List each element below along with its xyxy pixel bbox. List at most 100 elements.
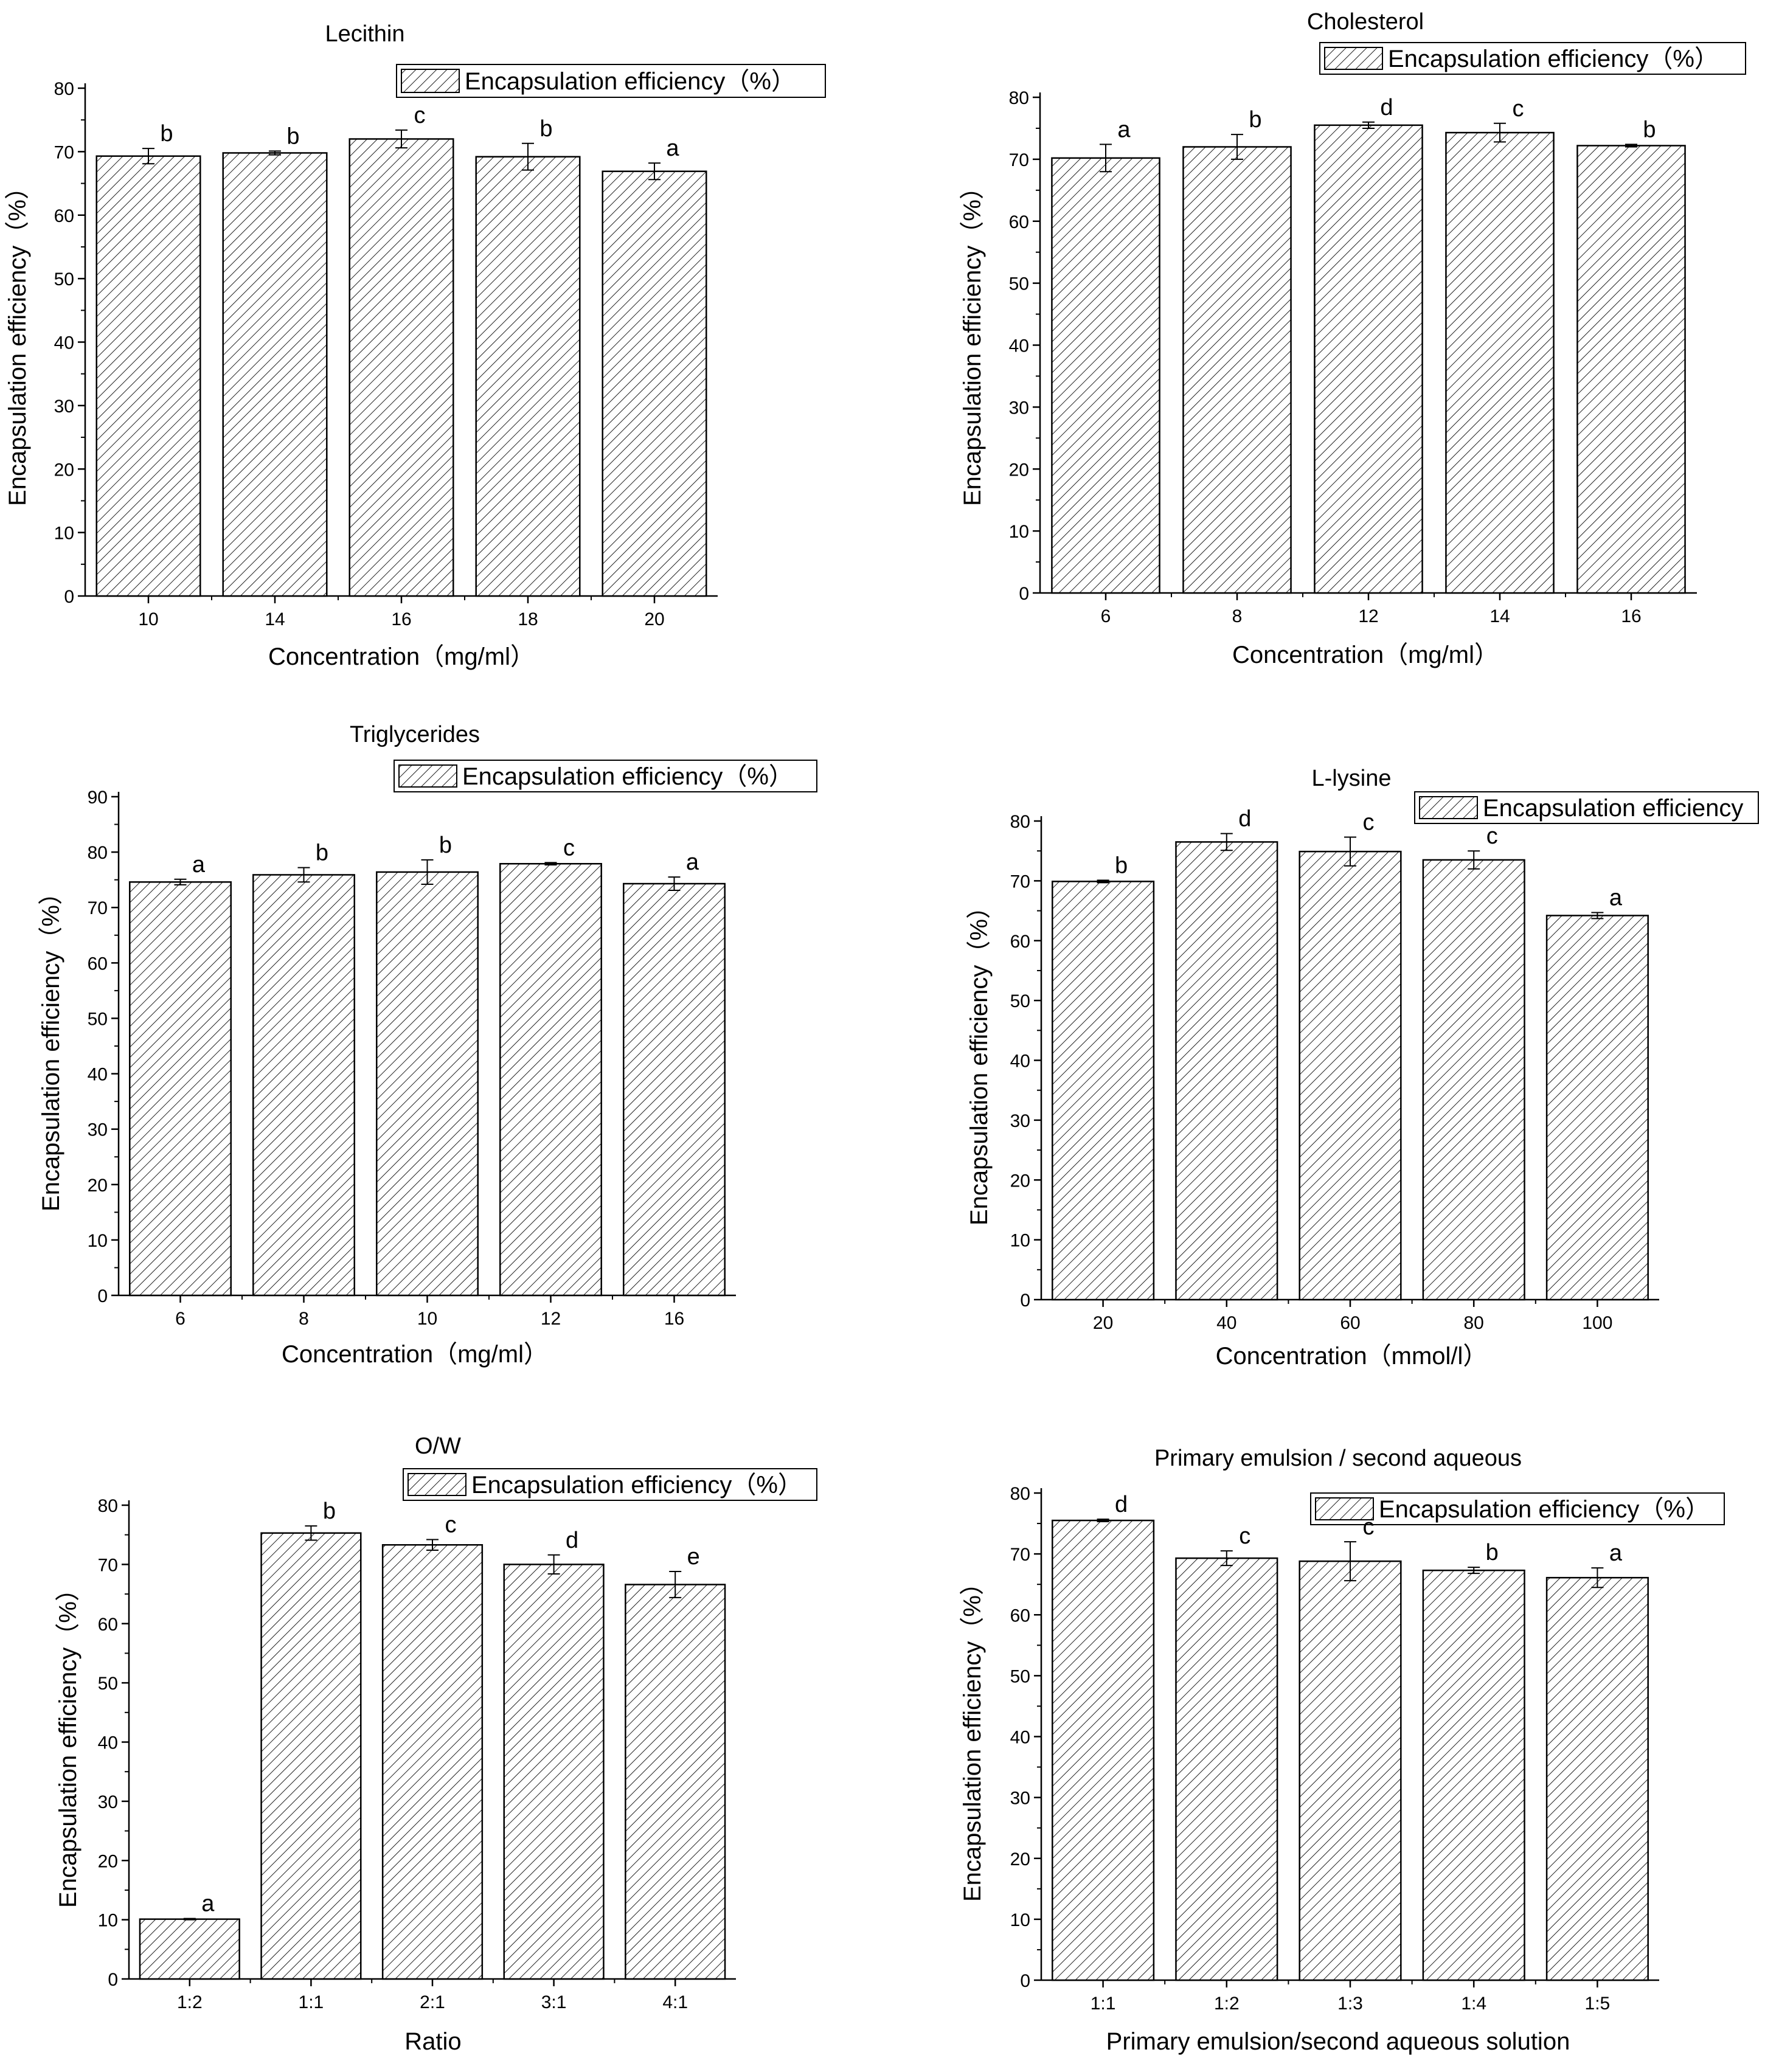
y-tick-label: 40 — [1010, 1052, 1030, 1072]
y-tick-label: 60 — [1010, 1606, 1030, 1626]
bar — [503, 1564, 605, 1980]
bar — [1182, 146, 1292, 594]
significance-letter: a — [1609, 1540, 1623, 1566]
y-tick-label: 50 — [98, 1674, 118, 1694]
y-tick-label: 0 — [64, 587, 74, 607]
x-tick-label: 6 — [175, 1309, 186, 1329]
x-tick-label: 1:1 — [299, 1992, 324, 2012]
x-tick-label: 6 — [1101, 606, 1111, 626]
legend-box — [396, 64, 826, 98]
y-tick-label: 30 — [1010, 1789, 1030, 1809]
x-tick-label: 18 — [518, 609, 538, 629]
y-tick-label: 10 — [54, 524, 74, 544]
y-tick-label: 50 — [1010, 1666, 1030, 1686]
bar — [1545, 1576, 1649, 1981]
significance-letter: b — [1249, 107, 1261, 133]
chart-panel: Lecithin Encapsulation efficiency（%） 0 10 20… — [4, 21, 826, 670]
chart-title: Lecithin — [325, 21, 405, 47]
chart-panel: L-lysine Encapsulation efficiency 0 10 20 30 4… — [966, 766, 1759, 1370]
x-tick-label: 8 — [1232, 606, 1243, 626]
chart-panel: Cholesterol Encapsulation efficiency（%） 0 1… — [959, 9, 1746, 668]
legend-swatch — [398, 764, 457, 788]
x-tick-label: 16 — [664, 1309, 684, 1329]
y-tick-label: 0 — [97, 1286, 108, 1306]
bar — [1422, 859, 1525, 1301]
y-tick-label: 50 — [1010, 991, 1030, 1011]
y-tick-label: 60 — [1010, 932, 1030, 952]
significance-letter: b — [1486, 1540, 1499, 1565]
y-tick-label: 0 — [1020, 1291, 1030, 1311]
y-tick-label: 30 — [98, 1792, 118, 1812]
significance-letter: d — [1238, 806, 1251, 832]
y-axis-title: Encapsulation efficiency（%） — [966, 895, 993, 1225]
x-tick-label: 10 — [138, 609, 158, 629]
x-tick-label: 16 — [391, 609, 411, 629]
legend-box — [403, 1468, 817, 1501]
y-tick-label: 70 — [1010, 1545, 1030, 1565]
y-tick-label: 40 — [88, 1065, 108, 1085]
y-tick-label: 20 — [88, 1176, 108, 1196]
y-tick-label: 30 — [1009, 398, 1029, 418]
significance-letter: c — [445, 1512, 457, 1537]
legend-label: Encapsulation efficiency（%） — [1379, 1496, 1710, 1523]
y-tick-label: 70 — [54, 142, 74, 162]
significance-letter: b — [439, 833, 452, 858]
bar — [1576, 145, 1686, 594]
bar — [1422, 1569, 1525, 1981]
y-tick-label: 60 — [1009, 212, 1029, 232]
y-axis-title: Encapsulation efficiency（%） — [4, 175, 31, 506]
significance-letter: a — [666, 136, 679, 161]
bar — [1299, 850, 1402, 1301]
legend-swatch — [1324, 47, 1383, 70]
x-axis-title: Concentration（mmol/l） — [1216, 1343, 1488, 1370]
y-tick-label: 40 — [98, 1733, 118, 1753]
x-tick-label: 16 — [1621, 606, 1641, 626]
significance-letter: c — [414, 103, 426, 128]
significance-letter: c — [1239, 1523, 1250, 1549]
x-axis-title: Ratio — [404, 2028, 461, 2055]
legend-label: Encapsulation efficiency（%） — [1388, 46, 1719, 72]
x-tick-label: 3:1 — [541, 1992, 567, 2012]
y-tick-label: 90 — [88, 788, 108, 808]
x-tick-label: 2:1 — [420, 1992, 445, 2012]
legend-label: Encapsulation efficiency（%） — [462, 763, 793, 790]
bar — [376, 871, 479, 1297]
bar — [1175, 841, 1278, 1301]
y-tick-label: 30 — [88, 1120, 108, 1140]
significance-letter: b — [1643, 117, 1656, 142]
significance-letter: c — [1513, 96, 1524, 122]
y-tick-label: 80 — [1009, 88, 1029, 108]
significance-letter: a — [686, 850, 699, 875]
bar — [1445, 131, 1555, 594]
y-tick-label: 10 — [1010, 1231, 1030, 1251]
y-tick-label: 60 — [88, 954, 108, 974]
x-tick-label: 4:1 — [662, 1992, 688, 2012]
chart-panel: Primary emulsion / second aqueous Encapsu… — [959, 1446, 1725, 2055]
y-axis-title: Encapsulation efficiency（%） — [959, 1571, 986, 1902]
x-tick-label: 14 — [1489, 606, 1510, 626]
y-tick-label: 20 — [1010, 1171, 1030, 1191]
y-tick-label: 80 — [88, 843, 108, 863]
bar — [129, 881, 232, 1297]
chart-title: Primary emulsion / second aqueous — [1154, 1446, 1522, 1471]
x-axis-title: Concentration（mg/ml） — [268, 643, 535, 670]
x-tick-label: 10 — [417, 1309, 437, 1329]
y-tick-label: 50 — [88, 1009, 108, 1029]
y-tick-label: 60 — [98, 1615, 118, 1635]
significance-letter: b — [286, 123, 299, 149]
bar — [95, 155, 201, 597]
legend-box — [1319, 42, 1746, 75]
bar — [1545, 915, 1649, 1301]
chart-title: O/W — [415, 1433, 461, 1459]
significance-letter: d — [1380, 95, 1393, 120]
x-tick-label: 100 — [1582, 1313, 1612, 1333]
bar — [499, 862, 602, 1297]
y-tick-label: 70 — [98, 1555, 118, 1575]
x-tick-label: 1:5 — [1585, 1994, 1611, 2014]
chart-panel: Triglycerides Encapsulation efficiency（%）… — [38, 722, 817, 1368]
legend-box — [394, 760, 817, 792]
y-tick-label: 70 — [1009, 150, 1029, 170]
significance-letter: d — [566, 1528, 578, 1553]
y-tick-label: 30 — [54, 397, 74, 417]
significance-letter: a — [192, 852, 206, 878]
